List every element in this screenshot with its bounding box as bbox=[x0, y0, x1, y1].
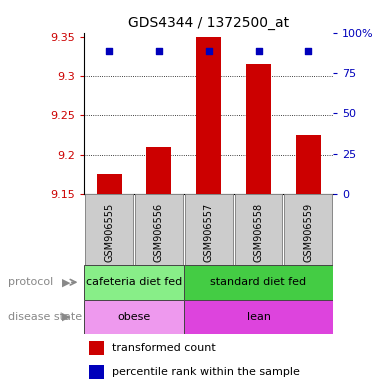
Text: ▶: ▶ bbox=[62, 277, 71, 287]
FancyBboxPatch shape bbox=[84, 265, 184, 300]
Title: GDS4344 / 1372500_at: GDS4344 / 1372500_at bbox=[128, 16, 289, 30]
Text: GSM906557: GSM906557 bbox=[204, 202, 214, 262]
Text: GSM906556: GSM906556 bbox=[154, 202, 164, 262]
Point bbox=[156, 48, 162, 54]
Bar bbox=[147, 147, 172, 194]
FancyBboxPatch shape bbox=[285, 194, 332, 265]
Bar bbox=[89, 341, 104, 355]
FancyBboxPatch shape bbox=[185, 194, 232, 265]
Text: obese: obese bbox=[118, 312, 151, 322]
Bar bbox=[296, 135, 321, 194]
FancyBboxPatch shape bbox=[85, 194, 133, 265]
Bar bbox=[89, 365, 104, 379]
Text: GSM906555: GSM906555 bbox=[104, 202, 114, 262]
Text: cafeteria diet fed: cafeteria diet fed bbox=[86, 277, 182, 287]
Text: lean: lean bbox=[247, 312, 270, 322]
Text: GSM906559: GSM906559 bbox=[303, 202, 313, 262]
Bar bbox=[246, 64, 271, 194]
Text: percentile rank within the sample: percentile rank within the sample bbox=[112, 367, 300, 377]
FancyBboxPatch shape bbox=[135, 194, 183, 265]
FancyBboxPatch shape bbox=[184, 300, 333, 334]
Bar bbox=[97, 174, 122, 194]
Point bbox=[255, 48, 262, 54]
Text: disease state: disease state bbox=[8, 312, 82, 322]
Point bbox=[305, 48, 311, 54]
Text: transformed count: transformed count bbox=[112, 343, 215, 353]
FancyBboxPatch shape bbox=[235, 194, 282, 265]
Text: ▶: ▶ bbox=[62, 312, 71, 322]
FancyBboxPatch shape bbox=[184, 265, 333, 300]
Point bbox=[206, 48, 212, 54]
Text: GSM906558: GSM906558 bbox=[254, 202, 264, 262]
Bar bbox=[196, 36, 221, 194]
Text: protocol: protocol bbox=[8, 277, 53, 287]
Text: standard diet fed: standard diet fed bbox=[211, 277, 306, 287]
FancyBboxPatch shape bbox=[84, 300, 184, 334]
Point bbox=[106, 48, 112, 54]
